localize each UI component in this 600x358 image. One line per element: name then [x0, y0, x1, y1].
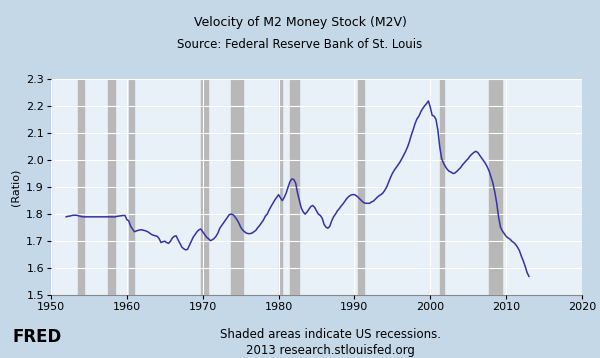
Text: FRED: FRED: [12, 328, 61, 345]
Text: 2013 research.stlouisfed.org: 2013 research.stlouisfed.org: [245, 344, 415, 357]
Text: Source: Federal Reserve Bank of St. Louis: Source: Federal Reserve Bank of St. Loui…: [178, 38, 422, 50]
Text: Velocity of M2 Money Stock (M2V): Velocity of M2 Money Stock (M2V): [194, 16, 406, 29]
Bar: [278, 79, 283, 295]
Bar: [231, 79, 242, 295]
Bar: [489, 79, 502, 295]
Bar: [290, 79, 299, 295]
Text: Shaded areas indicate US recessions.: Shaded areas indicate US recessions.: [220, 328, 440, 340]
Bar: [129, 79, 134, 295]
Bar: [108, 79, 115, 295]
Bar: [77, 79, 85, 295]
Bar: [201, 79, 208, 295]
Bar: [440, 79, 443, 295]
Y-axis label: (Ratio): (Ratio): [11, 168, 20, 206]
Bar: [358, 79, 364, 295]
